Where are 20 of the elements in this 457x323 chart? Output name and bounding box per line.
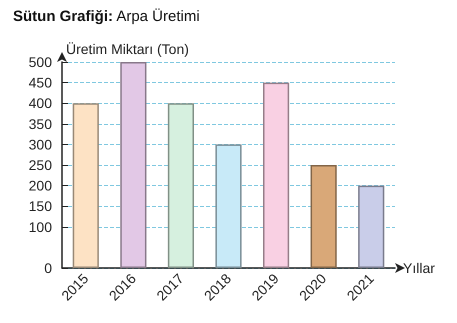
y-tick-label: 300 bbox=[28, 136, 52, 152]
y-tick-label: 250 bbox=[28, 157, 52, 173]
y-tick-label: 100 bbox=[28, 218, 52, 235]
bar bbox=[215, 144, 242, 268]
bar bbox=[72, 103, 99, 268]
chart-title: Sütun Grafiği: Arpa Üretimi bbox=[13, 8, 200, 25]
y-axis-title: Üretim Miktarı (Ton) bbox=[66, 41, 189, 57]
bar bbox=[358, 186, 384, 268]
bar bbox=[120, 62, 146, 268]
bar bbox=[168, 103, 194, 268]
y-tick-label: 200 bbox=[28, 178, 52, 194]
y-tick-label: 500 bbox=[28, 54, 52, 70]
y-tick-label: 450 bbox=[28, 74, 52, 91]
y-tick-label: 150 bbox=[28, 198, 52, 214]
y-tick-label: 350 bbox=[28, 116, 52, 132]
bar bbox=[310, 165, 337, 268]
y-tick-label: 400 bbox=[28, 95, 52, 112]
y-tick-label: 0 bbox=[44, 260, 52, 276]
bar bbox=[262, 82, 290, 268]
x-axis-title: Yıllar bbox=[403, 260, 436, 276]
